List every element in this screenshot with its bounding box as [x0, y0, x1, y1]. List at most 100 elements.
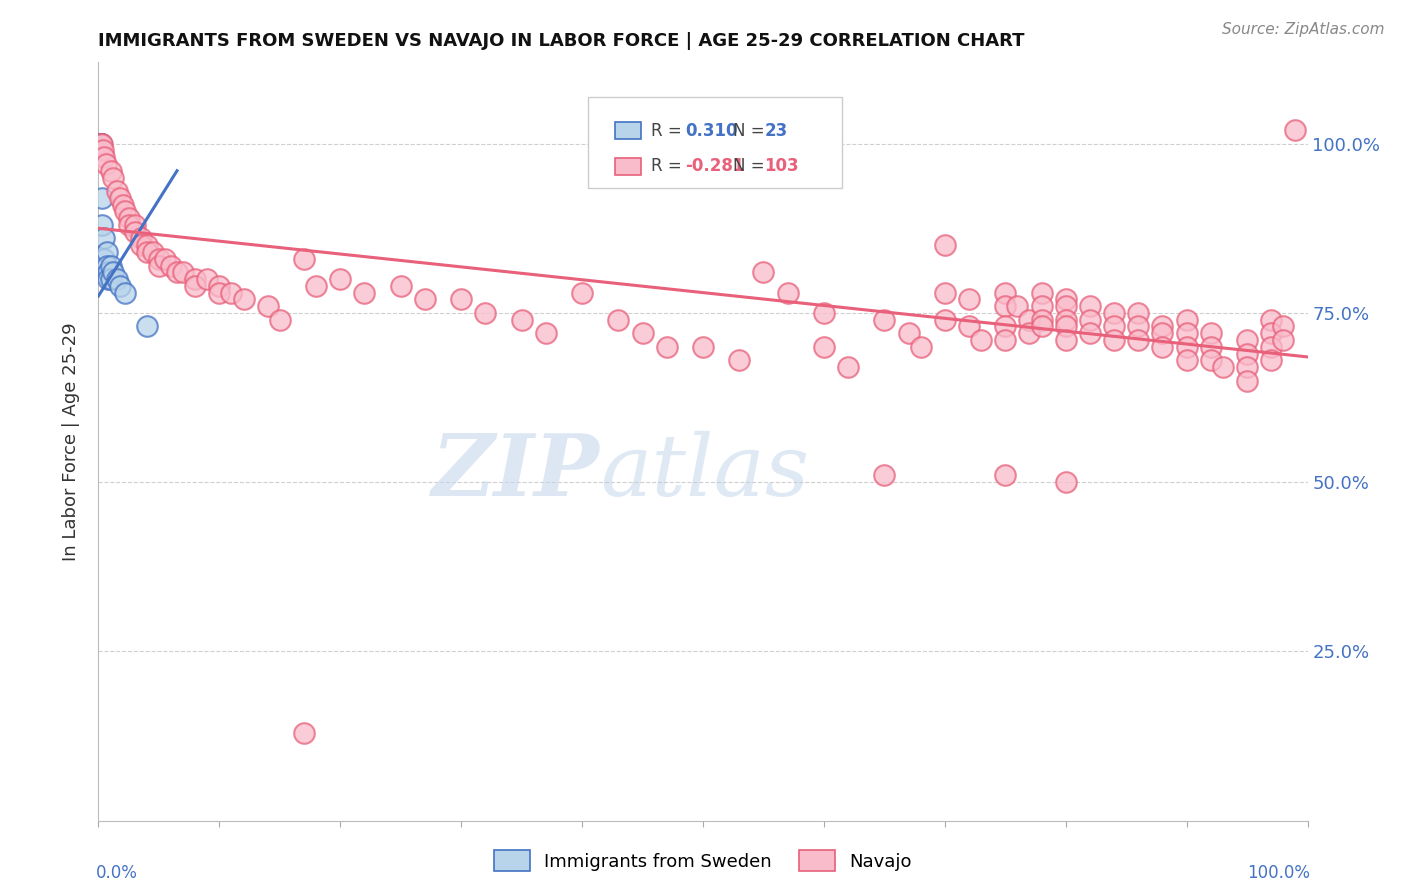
Point	[142, 244, 165, 259]
Text: 103: 103	[765, 157, 799, 176]
Point	[813, 306, 835, 320]
Point	[655, 340, 678, 354]
Point	[93, 150, 115, 164]
Point	[100, 163, 122, 178]
Point	[292, 252, 315, 266]
Point	[1199, 340, 1222, 354]
Point	[172, 265, 194, 279]
Point	[91, 191, 114, 205]
Point	[129, 231, 152, 245]
Bar	[614, 158, 641, 175]
Point	[114, 285, 136, 300]
Text: R =: R =	[651, 121, 688, 140]
Point	[1284, 123, 1306, 137]
Point	[571, 285, 593, 300]
Point	[1152, 326, 1174, 341]
Point	[195, 272, 218, 286]
Point	[148, 252, 170, 266]
Point	[91, 136, 114, 151]
Point	[994, 285, 1017, 300]
Point	[1260, 312, 1282, 326]
Point	[292, 725, 315, 739]
Point	[1018, 312, 1040, 326]
Point	[100, 272, 122, 286]
Point	[124, 218, 146, 232]
Point	[184, 278, 207, 293]
Bar	[614, 122, 641, 139]
Point	[873, 312, 896, 326]
Point	[1212, 360, 1234, 375]
Point	[1175, 312, 1198, 326]
Point	[135, 244, 157, 259]
Point	[108, 278, 131, 293]
Point	[90, 136, 112, 151]
Point	[93, 252, 115, 266]
Point	[305, 278, 328, 293]
Point	[353, 285, 375, 300]
Point	[96, 244, 118, 259]
Legend: Immigrants from Sweden, Navajo: Immigrants from Sweden, Navajo	[486, 843, 920, 879]
Point	[450, 293, 472, 307]
Point	[97, 272, 120, 286]
Point	[1054, 475, 1077, 490]
Point	[153, 252, 176, 266]
Point	[1128, 306, 1150, 320]
Point	[221, 285, 243, 300]
Point	[1031, 319, 1053, 334]
Text: ZIP: ZIP	[433, 430, 600, 514]
Point	[1078, 312, 1101, 326]
Point	[934, 285, 956, 300]
Point	[934, 238, 956, 252]
Point	[1236, 374, 1258, 388]
Point	[90, 136, 112, 151]
Text: atlas: atlas	[600, 431, 810, 513]
Point	[1199, 326, 1222, 341]
Point	[1054, 293, 1077, 307]
Point	[1152, 319, 1174, 334]
Point	[105, 184, 128, 198]
Text: -0.281: -0.281	[685, 157, 744, 176]
Point	[1236, 360, 1258, 375]
Point	[329, 272, 352, 286]
Point	[752, 265, 775, 279]
Text: 0.310: 0.310	[685, 121, 737, 140]
Point	[135, 238, 157, 252]
Point	[129, 238, 152, 252]
Point	[994, 468, 1017, 483]
Point	[631, 326, 654, 341]
Point	[105, 272, 128, 286]
Point	[910, 340, 932, 354]
Point	[957, 319, 980, 334]
Point	[1054, 299, 1077, 313]
Point	[97, 265, 120, 279]
Point	[232, 293, 254, 307]
Text: N =: N =	[734, 157, 770, 176]
Point	[1175, 340, 1198, 354]
Point	[269, 312, 291, 326]
Point	[728, 353, 751, 368]
Point	[692, 340, 714, 354]
Point	[160, 259, 183, 273]
Point	[1128, 333, 1150, 347]
Point	[813, 340, 835, 354]
Point	[1236, 333, 1258, 347]
Text: Source: ZipAtlas.com: Source: ZipAtlas.com	[1222, 22, 1385, 37]
Point	[934, 312, 956, 326]
Point	[1175, 353, 1198, 368]
Point	[1054, 312, 1077, 326]
Point	[90, 136, 112, 151]
Point	[1102, 306, 1125, 320]
Text: N =: N =	[734, 121, 770, 140]
Point	[970, 333, 993, 347]
Point	[1031, 299, 1053, 313]
Point	[776, 285, 799, 300]
Point	[208, 285, 231, 300]
Point	[474, 306, 496, 320]
Point	[90, 136, 112, 151]
Point	[389, 278, 412, 293]
Point	[96, 259, 118, 273]
Point	[1175, 326, 1198, 341]
Point	[1260, 353, 1282, 368]
Point	[1102, 333, 1125, 347]
Point	[90, 136, 112, 151]
